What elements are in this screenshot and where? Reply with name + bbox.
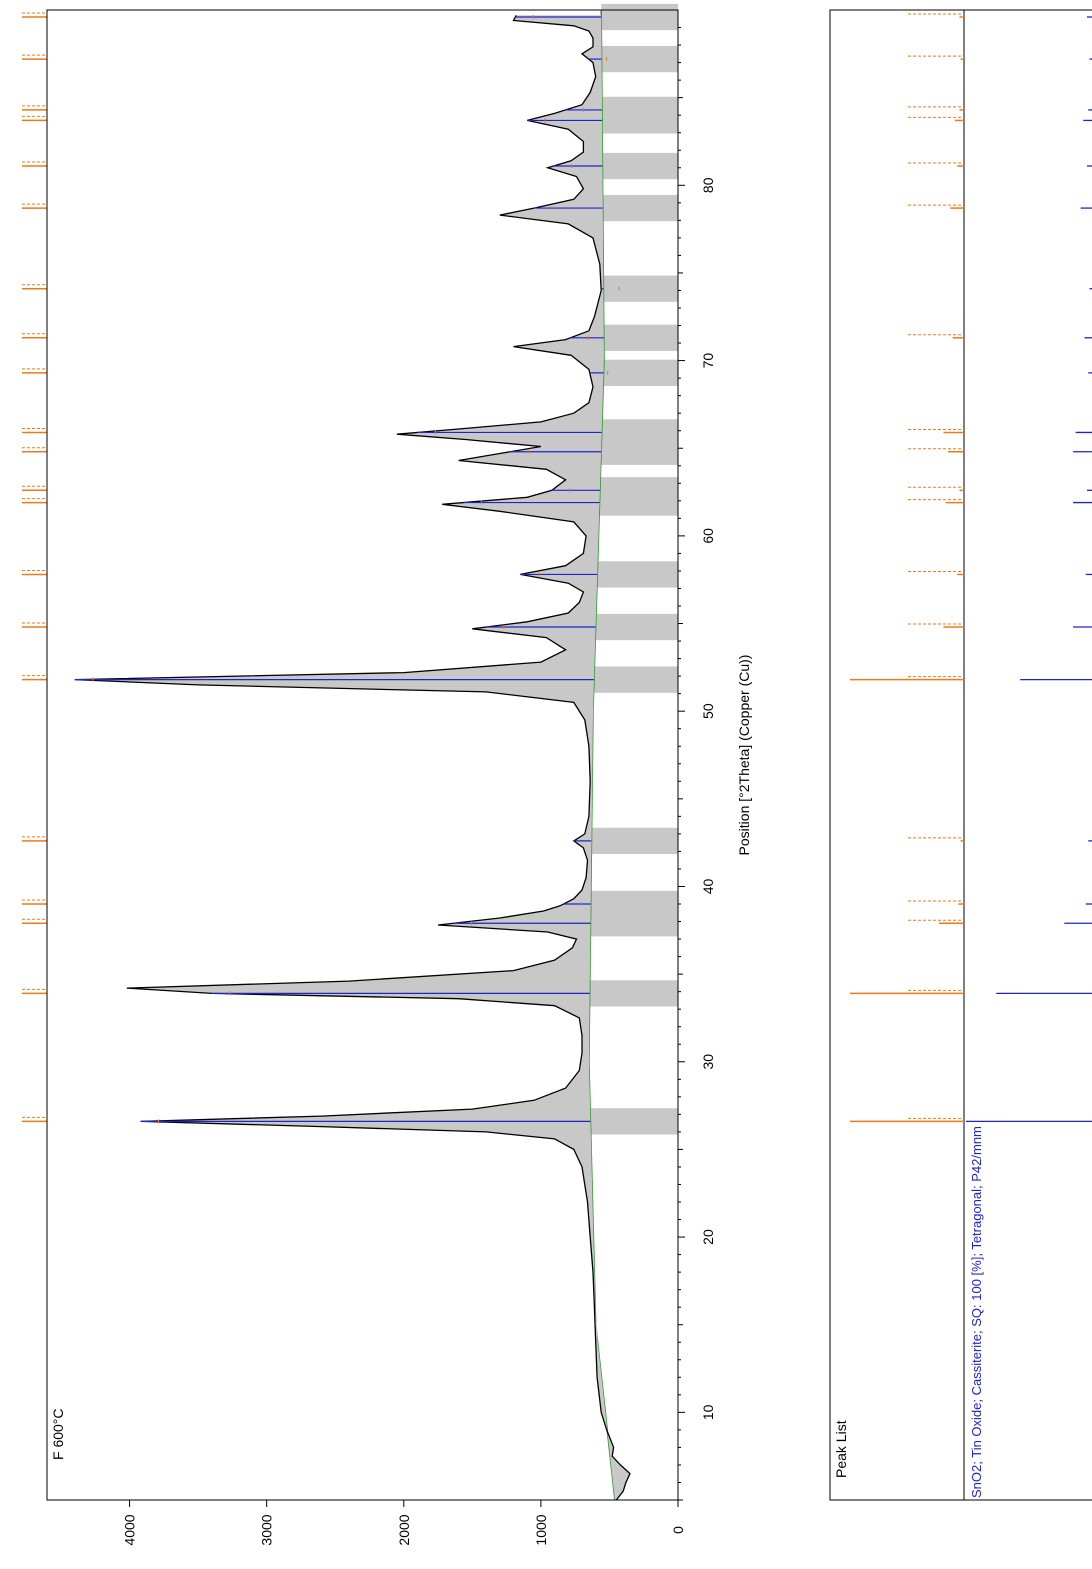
profile-layer <box>74 15 631 1501</box>
x-tick-label: 20 <box>700 1229 716 1245</box>
x-tick-label: 60 <box>700 528 716 544</box>
peak-band <box>603 359 678 387</box>
reference-pattern-label: SnO2; Tin Oxide; Cassiterite; SQ: 100 [%… <box>969 1126 984 1498</box>
peak-band <box>593 666 678 693</box>
x-tick-label: 10 <box>700 1404 716 1420</box>
plot-frame <box>46 9 679 1501</box>
y-tick-label: 0 <box>670 1526 686 1534</box>
chart-title: F 600°C <box>50 1408 66 1460</box>
x-tick-label: 40 <box>700 878 716 894</box>
peak-band <box>603 275 678 302</box>
profile-fill <box>74 15 630 1500</box>
peak-list-frame <box>829 9 1092 1501</box>
peak-band <box>590 890 678 918</box>
x-tick-label: 30 <box>700 1054 716 1070</box>
y-tick-label: 2000 <box>396 1514 412 1545</box>
axes-layer: F 600°C 10 20 30 40 50 60 70 80 Position [°2Theta… <box>46 9 752 1546</box>
peak-band <box>601 45 678 73</box>
y-tick-label: 1000 <box>533 1514 549 1545</box>
peak-band <box>590 1108 678 1135</box>
y-tick-label: 4000 <box>122 1514 138 1545</box>
peak-bands <box>589 3 678 1135</box>
peak-band <box>602 194 678 222</box>
peak-band <box>595 613 678 641</box>
peak-band <box>601 3 678 31</box>
peak-band <box>601 96 678 124</box>
peak-list-title: Peak List <box>833 1420 849 1478</box>
y-tick-label: 3000 <box>259 1514 275 1545</box>
peak-band <box>602 152 678 180</box>
peak-band <box>591 827 678 855</box>
x-axis-label: Position [°2Theta] (Copper (Cu)) <box>736 655 752 856</box>
peak-list-panel: Peak List SnO2; Tin Oxide; Cassiterite; S… <box>829 9 1092 1501</box>
peak-band <box>601 419 678 446</box>
x-tick-label: 80 <box>700 177 716 193</box>
x-tick-label: 70 <box>700 353 716 369</box>
peak-marker-strip <box>22 12 47 1123</box>
x-tick-label: 50 <box>700 703 716 719</box>
peak-band <box>603 324 678 351</box>
fitted-peaks-layer <box>74 15 620 1124</box>
peak-band <box>589 980 678 1007</box>
measured-profile-line <box>74 15 631 1501</box>
peak-band <box>597 561 678 588</box>
peak-band <box>599 477 678 504</box>
